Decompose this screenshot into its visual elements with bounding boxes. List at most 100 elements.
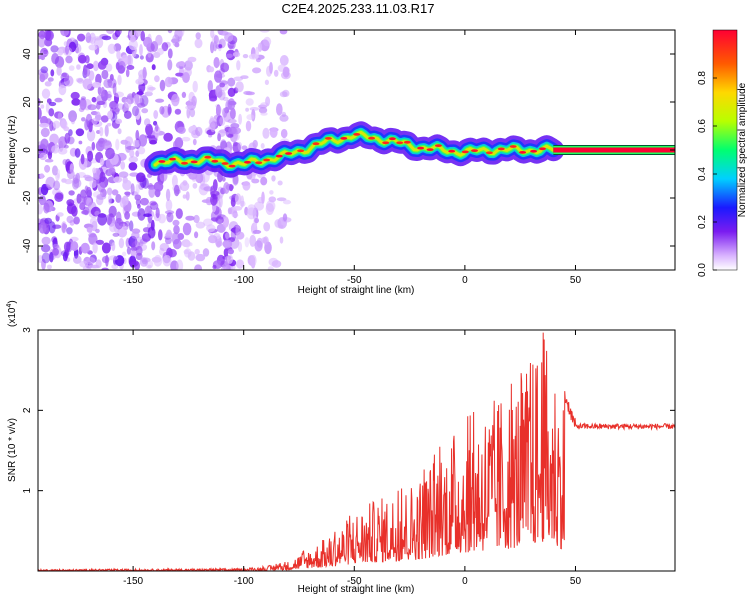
spectrogram-speckle xyxy=(252,139,258,149)
spectrogram-speckle xyxy=(261,191,265,204)
spectrogram-speckle xyxy=(144,205,153,215)
spectrogram-xtick-label: 0 xyxy=(462,275,468,286)
spectrogram-ridge-peak xyxy=(158,160,166,163)
spectrogram-speckle xyxy=(181,136,191,142)
spectrogram-speckle xyxy=(68,65,75,71)
spectrogram-speckle xyxy=(192,182,198,189)
spectrogram-speckle xyxy=(260,143,265,149)
spectrogram-speckle xyxy=(64,144,69,149)
spectrogram-speckle xyxy=(40,66,49,74)
spectrogram-speckle xyxy=(116,50,121,60)
spectrogram-speckle xyxy=(232,174,239,186)
spectrogram-speckle xyxy=(110,101,117,108)
spectrogram-speckle xyxy=(232,51,241,58)
spectrogram-speckle xyxy=(118,60,126,74)
spectrogram-speckle xyxy=(171,174,178,188)
spectrogram-speckle xyxy=(184,241,191,248)
spectrogram-speckle xyxy=(233,132,240,141)
spectrogram-speckle xyxy=(136,91,144,96)
spectrogram-speckle xyxy=(114,91,124,98)
spectrogram-speckle xyxy=(226,254,234,264)
spectrogram-speckle xyxy=(106,187,113,196)
spectrogram-speckle xyxy=(125,68,130,78)
spectrogram-speckle xyxy=(135,129,140,141)
spectrogram-speckle xyxy=(159,106,165,115)
spectrogram-speckle xyxy=(111,242,116,252)
snr-xtick-label: 0 xyxy=(462,576,468,587)
spectrogram-speckle xyxy=(191,129,201,139)
spectrogram-speckle xyxy=(172,219,180,226)
spectrogram-speckle xyxy=(99,171,106,183)
spectrogram-speckle xyxy=(215,85,223,98)
spectrogram-speckle xyxy=(217,133,222,142)
spectrogram-ytick-label: 20 xyxy=(22,96,33,108)
spectrogram-speckle xyxy=(113,176,123,183)
spectrogram-speckle xyxy=(276,197,287,202)
spectrogram-speckle xyxy=(75,128,85,137)
spectrogram-speckle xyxy=(147,86,156,91)
spectrogram-speckle xyxy=(107,43,116,54)
spectrogram-ridge-peak xyxy=(204,155,212,159)
spectrogram-speckle xyxy=(92,242,98,254)
spectrogram-ridge-peak xyxy=(221,162,229,165)
spectrogram-speckle xyxy=(103,78,113,89)
spectrogram-speckle xyxy=(81,117,86,122)
spectrogram-speckle xyxy=(78,107,85,113)
spectrogram-speckle xyxy=(91,96,97,103)
spectrogram-speckle xyxy=(155,34,163,46)
spectrogram-speckle xyxy=(144,133,153,139)
spectrogram-speckle xyxy=(227,98,236,111)
spectrogram-speckle xyxy=(40,104,45,109)
spectrogram-speckle xyxy=(91,118,98,125)
spectrogram-speckle xyxy=(222,239,233,249)
spectrogram-speckle xyxy=(65,55,73,64)
spectrogram-speckle xyxy=(126,145,136,150)
spectrogram-speckle xyxy=(151,241,156,251)
spectrogram-speckle xyxy=(60,30,70,37)
spectrogram-speckle xyxy=(88,232,97,238)
spectrogram-speckle xyxy=(208,235,218,244)
spectrogram-speckle xyxy=(235,81,244,93)
spectrogram-speckle xyxy=(88,264,98,269)
spectrogram-speckle xyxy=(44,158,54,163)
spectrogram-speckle xyxy=(51,236,58,244)
spectrogram-speckle xyxy=(111,189,119,196)
spectrogram-xtick-label: -150 xyxy=(123,275,143,286)
spectrogram-speckle xyxy=(260,112,268,116)
spectrogram-speckle xyxy=(271,260,282,268)
spectrogram-ridge-peak xyxy=(426,148,434,152)
spectrogram-speckle xyxy=(167,59,173,71)
spectrogram-speckle xyxy=(54,97,63,103)
spectrogram-speckle xyxy=(178,61,185,67)
spectrogram-speckle xyxy=(263,221,271,232)
spectrogram-speckle xyxy=(128,162,138,171)
spectrogram-ridge-band xyxy=(153,130,555,168)
spectrogram-speckle xyxy=(167,103,172,116)
spectrogram-speckle xyxy=(240,75,249,79)
spectrogram-speckle xyxy=(71,98,81,106)
spectrogram-speckle xyxy=(79,97,87,111)
spectrogram-speckle xyxy=(230,228,237,241)
colorbar-label: Normalized spectral amplitude xyxy=(737,82,748,217)
spectrogram-speckle xyxy=(213,57,220,69)
spectrogram-speckle xyxy=(230,107,236,120)
spectrogram-speckle xyxy=(167,30,173,34)
spectrogram-xtick-label: 50 xyxy=(570,275,582,286)
spectrogram-speckle xyxy=(108,167,116,174)
spectrogram-speckle xyxy=(269,127,278,138)
spectrogram-speckle xyxy=(174,108,182,115)
spectrogram-speckle xyxy=(227,77,236,87)
spectrogram-speckle xyxy=(109,223,117,233)
spectrogram-speckle xyxy=(52,243,60,249)
spectrogram-speckle xyxy=(173,225,180,235)
spectrogram-speckle xyxy=(101,35,112,41)
spectrogram-speckle xyxy=(80,96,86,101)
spectrogram-speckle xyxy=(137,102,146,108)
spectrogram-speckle xyxy=(100,86,105,96)
spectrogram-speckle xyxy=(227,118,237,124)
spectrogram-speckle xyxy=(186,107,191,119)
spectrogram-speckle xyxy=(47,150,53,160)
spectrogram-speckle xyxy=(96,193,107,200)
spectrogram-speckle xyxy=(115,193,122,203)
spectrogram-speckle xyxy=(141,108,149,114)
